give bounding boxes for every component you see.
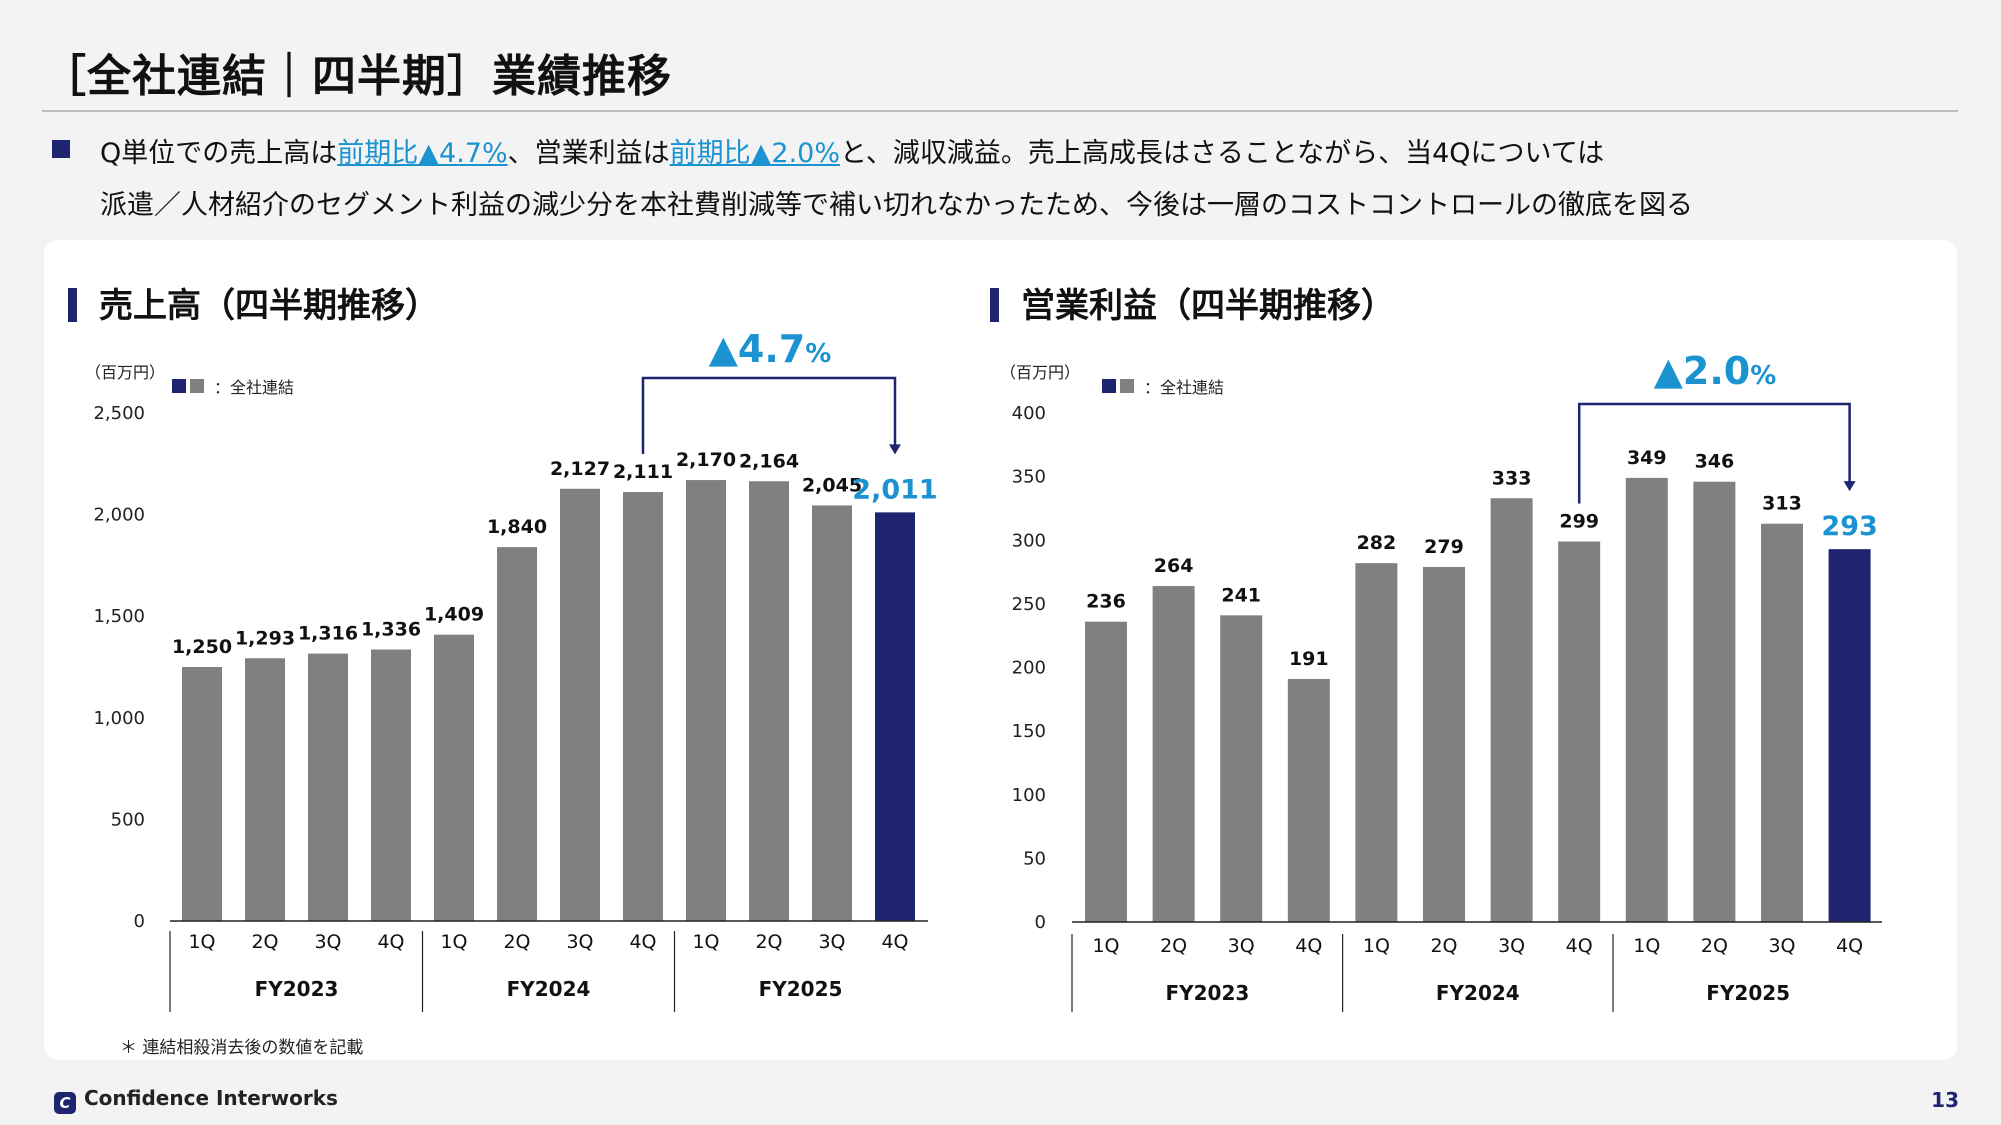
summary-bullet [52,140,70,158]
profit-chart-title: 営業利益（四半期推移） [1021,286,1395,326]
summary-text: Q単位での売上高は前期比▲4.7%、営業利益は前期比▲2.0%と、減収減益。売上… [100,128,1940,232]
sales-chart-heading: 売上高（四半期推移） [68,278,439,327]
summary-text-3: と、減収減益。売上高成長はさることながら、当4Qについては [839,138,1605,169]
sales-chart-title: 売上高（四半期推移） [99,286,439,326]
brand-logo: C Confidence Interworks [54,1086,338,1114]
page-number: 13 [1931,1088,1959,1112]
heading-marker [68,288,77,322]
page-title: ［全社連結｜四半期］業績推移 [42,51,672,102]
summary-line-2: 派遣／人材紹介のセグメント利益の減少分を本社費削減等で補い切れなかったため、今後… [100,190,1693,221]
brand-name: Confidence Interworks [84,1086,338,1110]
charts-panel [44,240,1957,1060]
summary-text-2: 、営業利益は [507,138,670,169]
title-divider [42,110,1958,112]
summary-highlight-sales: 前期比▲4.7% [337,138,508,169]
summary-text-1: Q単位での売上高は [100,138,338,169]
profit-chart-heading: 営業利益（四半期推移） [990,278,1395,327]
footnote: ＊ 連結相殺消去後の数値を記載 [120,1038,364,1058]
summary-line-1: Q単位での売上高は前期比▲4.7%、営業利益は前期比▲2.0%と、減収減益。売上… [100,128,1940,180]
heading-marker [990,288,999,322]
logo-icon: C [54,1092,76,1114]
summary-highlight-profit: 前期比▲2.0% [669,138,840,169]
